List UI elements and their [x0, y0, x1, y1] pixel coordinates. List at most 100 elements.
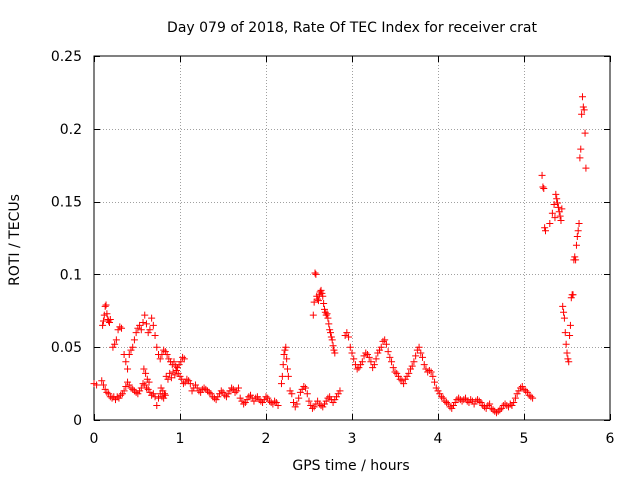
data-point — [389, 364, 397, 372]
data-point — [303, 390, 311, 398]
data-point — [559, 302, 567, 310]
data-point — [310, 298, 318, 306]
data-point — [157, 384, 165, 392]
data-point — [449, 401, 457, 409]
data-point — [323, 310, 331, 318]
data-point — [141, 381, 149, 389]
data-point — [580, 106, 588, 114]
data-point — [577, 145, 585, 153]
data-point — [167, 374, 175, 382]
data-point — [331, 396, 339, 404]
data-point — [163, 350, 171, 358]
data-point — [492, 409, 500, 417]
data-point — [381, 336, 389, 344]
data-point — [320, 305, 328, 313]
data-point — [165, 355, 173, 363]
data-point — [477, 399, 485, 407]
x-tick-label: 4 — [434, 431, 443, 447]
data-point — [137, 326, 145, 334]
data-point — [159, 387, 167, 395]
data-point — [393, 369, 401, 377]
data-point — [350, 355, 358, 363]
data-point — [250, 397, 258, 405]
data-point — [149, 390, 157, 398]
data-point — [578, 93, 586, 101]
data-point — [156, 355, 164, 363]
data-point — [470, 400, 478, 408]
data-point — [505, 403, 513, 411]
data-point — [236, 394, 244, 402]
data-point — [329, 399, 337, 407]
data-point — [370, 361, 378, 369]
data-point — [334, 390, 342, 398]
data-point — [153, 343, 161, 351]
data-point — [429, 372, 437, 380]
data-point — [308, 404, 316, 412]
data-point — [132, 388, 140, 396]
data-point — [193, 384, 201, 392]
data-point — [134, 324, 142, 332]
grid-lines — [94, 56, 610, 420]
data-point — [295, 394, 303, 402]
data-point — [328, 336, 336, 344]
data-point — [324, 394, 332, 402]
data-point — [569, 291, 577, 299]
data-point — [122, 383, 130, 391]
x-axis-label: GPS time / hours — [292, 458, 409, 474]
data-point — [139, 380, 147, 388]
data-point — [369, 364, 377, 372]
data-point — [511, 394, 519, 402]
data-point — [161, 390, 169, 398]
data-point — [143, 375, 151, 383]
data-point — [579, 103, 587, 111]
data-point — [314, 297, 322, 305]
data-point — [269, 400, 277, 408]
data-point — [427, 368, 435, 376]
data-point — [127, 346, 135, 354]
data-point — [151, 332, 159, 340]
data-point — [259, 399, 267, 407]
data-point — [226, 387, 234, 395]
data-point — [183, 375, 191, 383]
data-point — [582, 164, 590, 172]
data-point — [508, 401, 516, 409]
data-point — [105, 317, 113, 325]
data-point — [136, 321, 144, 329]
data-point — [247, 391, 255, 399]
data-point — [576, 154, 584, 162]
data-point — [376, 346, 384, 354]
data-point — [129, 343, 137, 351]
data-point — [320, 300, 328, 308]
data-point — [412, 352, 420, 360]
data-point — [109, 343, 117, 351]
data-point — [441, 397, 449, 405]
x-tick-label: 6 — [606, 431, 615, 447]
data-point — [309, 311, 317, 319]
data-point — [139, 318, 147, 326]
data-point — [520, 385, 528, 393]
y-tick-label: 0.1 — [60, 267, 82, 283]
data-point — [142, 320, 150, 328]
data-point — [333, 393, 341, 401]
data-point — [179, 380, 187, 388]
data-point — [166, 369, 174, 377]
data-point — [325, 320, 333, 328]
data-point — [403, 372, 411, 380]
data-point — [280, 350, 288, 358]
data-point — [489, 406, 497, 414]
data-point — [327, 329, 334, 337]
data-point — [172, 362, 180, 370]
x-tick-label: 1 — [176, 431, 185, 447]
data-point — [432, 384, 440, 392]
data-point — [231, 388, 239, 396]
data-point — [553, 195, 561, 203]
data-point — [293, 400, 301, 408]
data-point — [542, 227, 549, 235]
data-point — [330, 346, 338, 354]
data-point — [316, 288, 324, 296]
data-point — [144, 385, 152, 393]
data-point — [322, 311, 330, 319]
data-point — [117, 391, 125, 399]
data-point — [202, 385, 210, 393]
data-point — [102, 301, 110, 309]
